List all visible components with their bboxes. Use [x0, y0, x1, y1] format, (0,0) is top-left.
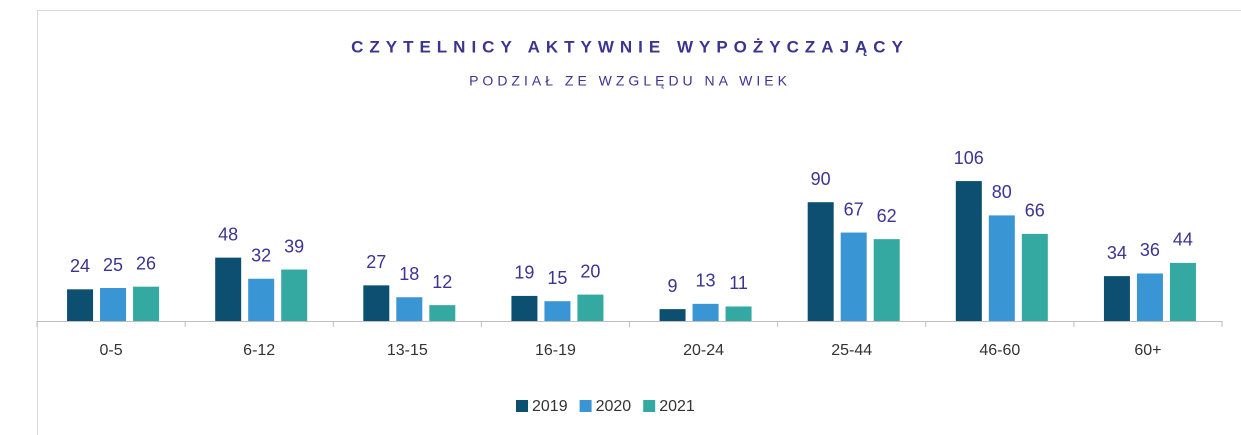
- value-label: 80: [992, 182, 1012, 202]
- value-label: 26: [136, 253, 156, 273]
- legend-swatch: [579, 400, 592, 412]
- value-label: 67: [844, 199, 864, 219]
- chart-title: CZYTELNICY AKTYWNIE WYPOŻYCZAJĄCY: [351, 37, 909, 56]
- value-label: 62: [877, 206, 897, 226]
- bar: [396, 297, 423, 321]
- bar: [281, 269, 308, 321]
- legend-label: 2021: [659, 398, 695, 415]
- bar: [955, 181, 982, 321]
- x-tick-label: 16-19: [535, 342, 576, 359]
- bar: [692, 303, 719, 321]
- legend-swatch: [516, 400, 528, 412]
- value-label: 39: [284, 236, 304, 256]
- bar: [363, 285, 390, 321]
- value-label: 19: [514, 263, 534, 283]
- bar: [133, 286, 160, 321]
- value-label: 9: [668, 276, 678, 296]
- bar: [988, 215, 1015, 321]
- bar: [1103, 276, 1130, 321]
- bar: [1169, 262, 1196, 321]
- value-label: 27: [366, 252, 386, 272]
- bar: [248, 278, 275, 321]
- value-label: 36: [1140, 240, 1160, 260]
- bar: [511, 295, 538, 321]
- x-tick-label: 25-44: [831, 342, 872, 359]
- value-label: 24: [70, 256, 90, 276]
- bar: [725, 306, 752, 321]
- bar: [659, 309, 686, 321]
- value-label: 32: [251, 246, 271, 266]
- value-label: 106: [954, 148, 984, 168]
- bar: [577, 294, 604, 321]
- value-label: 20: [580, 261, 600, 281]
- bar: [873, 239, 900, 321]
- bar: [67, 289, 94, 321]
- legend-swatch: [643, 400, 656, 412]
- bar: [100, 288, 127, 321]
- legend-label: 2020: [596, 398, 632, 415]
- chart-frame: [37, 10, 1241, 435]
- value-label: 12: [432, 272, 452, 292]
- bar: [429, 305, 456, 321]
- legend-label: 2019: [532, 398, 568, 415]
- value-label: 66: [1025, 201, 1045, 221]
- x-tick-label: 60+: [1134, 342, 1161, 359]
- value-label: 44: [1173, 230, 1193, 250]
- bar: [1021, 233, 1048, 321]
- bar: [1136, 273, 1163, 321]
- bar: [215, 257, 242, 321]
- value-label: 18: [399, 264, 419, 284]
- x-tick-label: 6-12: [243, 342, 275, 359]
- value-label: 15: [547, 268, 567, 288]
- value-label: 90: [811, 169, 831, 189]
- value-label: 34: [1107, 243, 1127, 263]
- x-tick-label: 46-60: [979, 342, 1020, 359]
- x-tick-label: 20-24: [683, 342, 724, 359]
- x-tick-label: 13-15: [387, 342, 428, 359]
- bar: [840, 232, 867, 321]
- value-label: 11: [729, 273, 748, 293]
- x-tick-label: 0-5: [100, 342, 123, 359]
- bar: [807, 202, 834, 321]
- bar: [544, 301, 571, 321]
- value-label: 25: [103, 255, 123, 275]
- chart-subtitle: PODZIAŁ ZE WZGLĘDU NA WIEK: [469, 73, 791, 89]
- value-label: 48: [218, 224, 238, 244]
- value-label: 13: [696, 271, 716, 291]
